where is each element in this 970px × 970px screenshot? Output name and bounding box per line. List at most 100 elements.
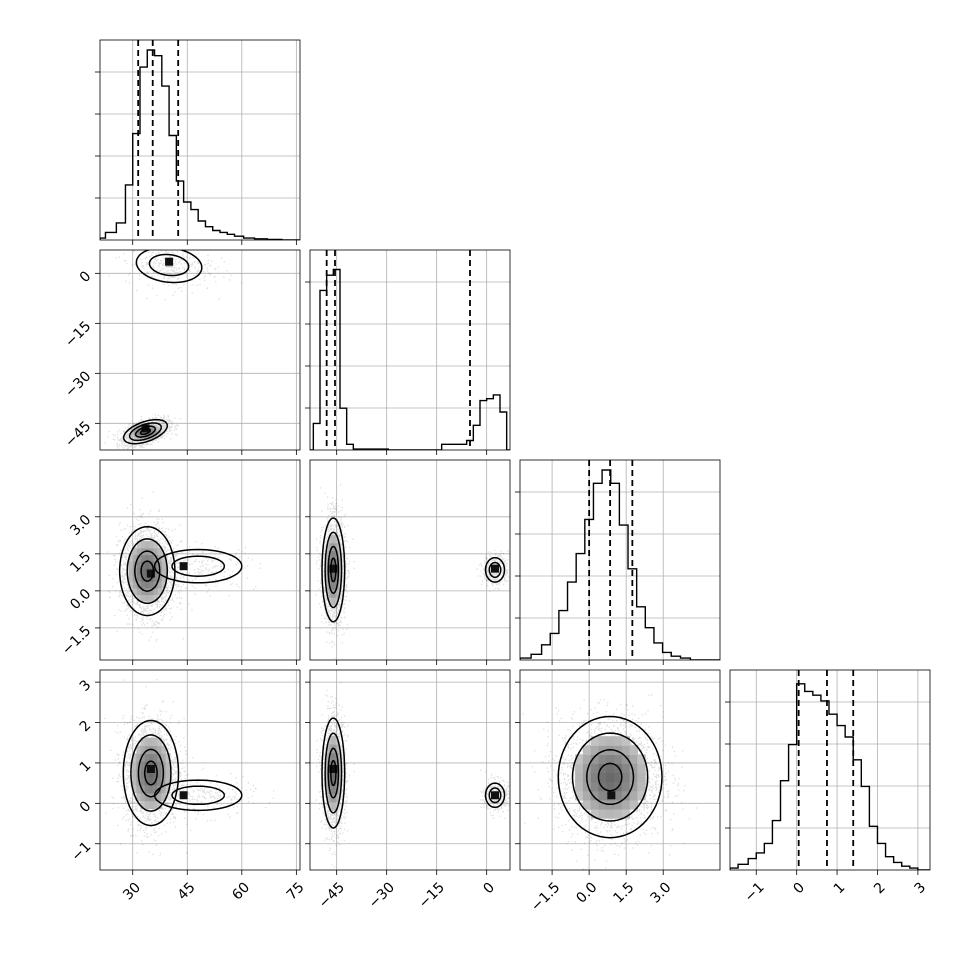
density-cell (590, 790, 600, 801)
density-cell (132, 547, 138, 556)
x-tick-label-0: 45 (175, 880, 199, 904)
panel-frame (99, 249, 301, 451)
density-cell (334, 793, 337, 803)
density-cell (621, 763, 631, 774)
density-cell (145, 574, 150, 582)
density-cell (141, 587, 146, 596)
density-cell (606, 763, 615, 774)
density-cell (140, 737, 146, 747)
density-cell (590, 736, 600, 746)
contour-line (571, 732, 649, 822)
density-cell (137, 427, 142, 430)
x-tick-label-1: 0 (480, 880, 498, 898)
histogram-step (520, 469, 720, 660)
density-cell (327, 785, 330, 795)
density-cell (136, 567, 142, 576)
density-cell (606, 808, 615, 819)
density-cell (157, 561, 163, 569)
density-cell (629, 763, 638, 774)
contour-line (557, 715, 663, 839)
density-cell (136, 594, 142, 602)
density-cell (132, 784, 137, 794)
density-cell (156, 427, 161, 430)
density-cell (637, 781, 646, 792)
density-cell (153, 737, 158, 747)
contour-line (134, 550, 161, 592)
density-cell (327, 589, 330, 598)
density-cell (614, 799, 623, 810)
density-cell (165, 761, 171, 770)
density-cell (150, 423, 155, 426)
y-tick-label-3: 1 (77, 758, 95, 776)
density-cell (339, 777, 342, 786)
density-cell (334, 744, 337, 753)
density-cell (161, 745, 166, 754)
density-peak (141, 424, 150, 433)
density-peak (329, 564, 338, 573)
density-peak (146, 764, 155, 773)
density-cell (330, 581, 334, 590)
x-tick-label-2: 0.0 (573, 880, 600, 907)
density-cell (327, 542, 330, 552)
density-cell (136, 792, 142, 802)
density-cell (136, 587, 142, 596)
density-cell (132, 769, 137, 778)
density-cell (335, 573, 339, 583)
density-cell (128, 554, 134, 562)
density-cell (136, 561, 142, 569)
density-cell (137, 430, 142, 434)
contour-line (128, 422, 163, 442)
density-cell (606, 736, 615, 746)
density-cell (337, 581, 340, 590)
density-cell (329, 550, 332, 559)
density-cell (330, 550, 334, 559)
density-peak (491, 791, 499, 800)
density-cell (157, 769, 162, 778)
density-panel-3-1 (310, 670, 510, 870)
density-cell (157, 587, 163, 596)
density-cell (153, 547, 159, 556)
panel-frame (99, 39, 301, 241)
density-cell (621, 772, 631, 783)
density-cell (327, 744, 330, 753)
density-cell (165, 784, 171, 794)
density-cell (136, 547, 142, 556)
contour-line (148, 253, 190, 277)
density-cell (598, 781, 607, 792)
density-panel-2-0 (100, 460, 300, 660)
density-cell (337, 589, 340, 598)
density-cell (141, 594, 146, 602)
hist-panel-1 (310, 250, 510, 450)
y-tick-label-1: −15 (62, 318, 94, 350)
density-cell (334, 735, 337, 745)
density-cell (132, 581, 138, 589)
density-cell (337, 542, 340, 552)
density-cell (161, 784, 166, 794)
density-cell (165, 769, 171, 778)
density-cell (332, 573, 335, 583)
y-tick-label-2: 3.0 (67, 512, 94, 539)
density-panel-3-2 (520, 670, 720, 870)
density-cell (148, 769, 154, 778)
density-peak (165, 257, 174, 266)
density-cell (575, 754, 584, 764)
density-cell (330, 801, 334, 811)
density-cell (621, 736, 631, 746)
density-cell (149, 587, 154, 596)
contour-line (327, 545, 340, 594)
panel-frame (519, 459, 721, 661)
contour-line (140, 560, 155, 582)
density-cell (335, 589, 339, 598)
density-cell (325, 777, 328, 786)
scatter-points (522, 670, 698, 870)
x-tick-label-2: 1.5 (610, 880, 637, 907)
density-cell (156, 429, 161, 432)
density-cell (141, 567, 146, 576)
density-cell (136, 745, 142, 754)
density-cell (330, 768, 334, 778)
density-cell (140, 761, 146, 770)
x-tick-label-2: 3.0 (647, 880, 674, 907)
density-cell (153, 541, 159, 549)
density-peak (179, 562, 188, 571)
density-panel-3-0 (100, 670, 300, 870)
